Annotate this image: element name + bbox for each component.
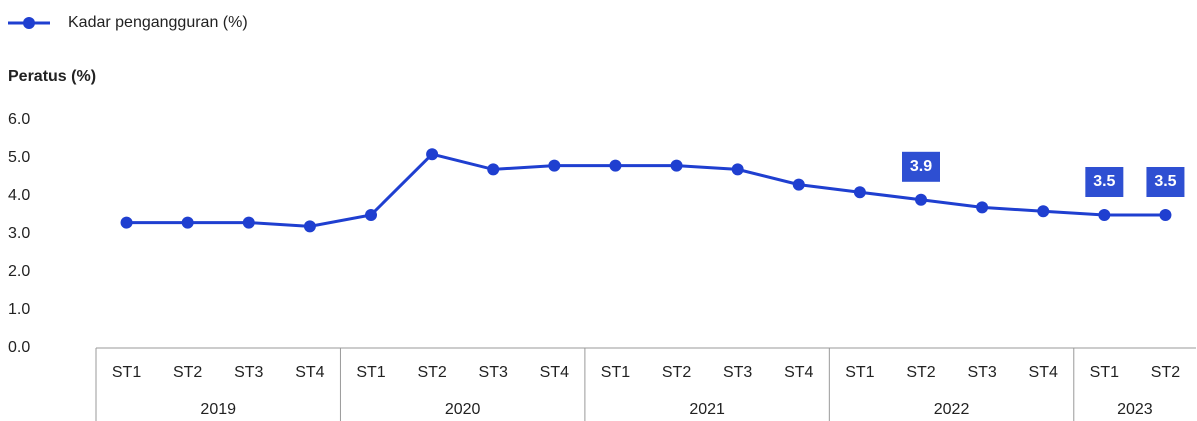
data-point [792, 178, 805, 191]
y-axis-title: Peratus (%) [8, 68, 96, 85]
x-tick-label: ST2 [1151, 364, 1180, 381]
legend-marker [23, 17, 35, 29]
x-tick-label: ST3 [967, 364, 996, 381]
x-tick-label: ST1 [112, 364, 141, 381]
x-tick-label: ST4 [1029, 364, 1058, 381]
group-label: 2022 [934, 401, 970, 418]
x-tick-label: ST4 [295, 364, 324, 381]
data-label: 3.5 [1146, 167, 1185, 197]
data-point [426, 148, 439, 161]
x-tick-label: ST1 [845, 364, 874, 381]
group-label: 2019 [200, 401, 236, 418]
data-label: 3.9 [902, 151, 940, 182]
data-point [242, 216, 255, 229]
data-point [609, 159, 622, 172]
x-tick-label: ST3 [479, 364, 508, 381]
x-tick-label: ST1 [601, 364, 630, 381]
data-label-text: 3.5 [1093, 173, 1115, 190]
data-point [303, 220, 316, 233]
x-tick-label: ST2 [906, 364, 935, 381]
x-tick-label: ST2 [662, 364, 691, 381]
y-tick-label: 5.0 [8, 149, 30, 166]
data-point [487, 163, 500, 176]
data-point [181, 216, 194, 229]
data-label-box [1146, 167, 1185, 197]
data-point [731, 163, 744, 176]
data-label-box [1085, 167, 1124, 197]
legend-label: Kadar pengangguran (%) [68, 14, 248, 31]
group-label: 2021 [689, 401, 725, 418]
y-tick-label: 2.0 [8, 263, 30, 280]
data-point [670, 159, 683, 172]
data-label-text: 3.9 [910, 158, 932, 175]
x-tick-label: ST4 [540, 364, 569, 381]
data-label-box [902, 151, 940, 182]
data-point [365, 209, 377, 221]
data-point [1159, 209, 1172, 221]
x-tick-label: ST3 [723, 364, 752, 381]
x-tick-label: ST1 [1090, 364, 1119, 381]
data-point [1037, 205, 1050, 218]
data-point [548, 159, 561, 172]
data-point [120, 216, 133, 229]
y-tick-label: 6.0 [8, 111, 30, 128]
data-point [976, 201, 989, 214]
group-label: 2023 [1117, 401, 1153, 418]
data-label-text: 3.5 [1154, 173, 1176, 190]
data-point [915, 193, 927, 206]
data-label: 3.5 [1085, 167, 1124, 197]
y-tick-label: 0.0 [8, 339, 30, 356]
data-point [1098, 209, 1111, 221]
x-tick-label: ST4 [784, 364, 813, 381]
y-tick-label: 3.0 [8, 225, 30, 242]
x-tick-label: ST1 [356, 364, 385, 381]
data-point [853, 186, 866, 199]
group-label: 2020 [445, 401, 481, 418]
x-tick-label: ST2 [173, 364, 202, 381]
y-tick-label: 1.0 [8, 301, 30, 318]
series-line [126, 152, 1166, 228]
x-tick-label: ST3 [234, 364, 263, 381]
x-tick-label: ST2 [417, 364, 446, 381]
y-tick-label: 4.0 [8, 187, 30, 204]
